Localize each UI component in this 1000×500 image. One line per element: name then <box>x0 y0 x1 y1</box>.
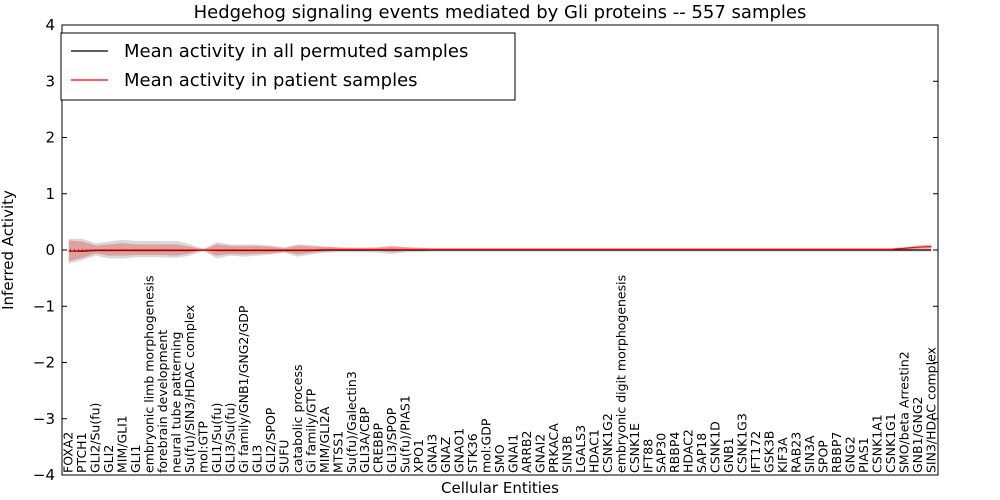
x-tick-label: PIAS1 <box>856 437 871 473</box>
x-tick-label: SAP18 <box>694 433 709 473</box>
x-tick-label: GLI1/Su(fu) <box>209 403 224 473</box>
x-tick-label: SIN3/HDAC complex <box>923 347 938 473</box>
legend-frame <box>60 32 516 101</box>
y-tick-label: −3 <box>33 410 55 428</box>
y-tick-label: 0 <box>45 241 55 259</box>
x-tick-label: SIN3A <box>802 435 817 473</box>
x-tick-label: GLI2/SPOP <box>263 407 278 473</box>
y-tick-label: −2 <box>33 354 55 372</box>
x-tick-label: Su(fu)/PIAS1 <box>398 395 413 473</box>
x-tick-label: MIM/GLI1 <box>115 415 130 473</box>
x-tick-label: GNAI1 <box>505 434 520 473</box>
x-tick-label: SUFU <box>276 440 291 473</box>
bands-layer <box>68 238 932 264</box>
x-tick-label: catabolic process <box>290 364 305 473</box>
x-tick-label: ARRB2 <box>519 431 534 473</box>
legend: Mean activity in all permuted samples Me… <box>60 32 516 101</box>
y-tick-label: −1 <box>33 297 55 315</box>
x-tick-label: RBBP4 <box>667 432 682 473</box>
x-tick-label: GNAZ <box>438 437 453 473</box>
x-tick-label: GNAI2 <box>532 434 547 473</box>
x-tick-label: GLI2 <box>101 445 116 473</box>
legend-label-patient: Mean activity in patient samples <box>124 70 418 91</box>
y-axis-label: Inferred Activity <box>0 190 17 310</box>
x-tick-label: PTCH1 <box>74 432 89 473</box>
x-axis: FOXA2PTCH1GLI2/Su(fu)GLI2MIM/GLI1GLI1emb… <box>61 275 939 473</box>
x-tick-label: HDAC2 <box>681 429 696 473</box>
x-tick-label: GNB1 <box>721 437 736 473</box>
x-tick-label: Gi family/GTP <box>303 388 318 473</box>
x-tick-label: forebrain development <box>155 330 170 473</box>
x-tick-label: mol:GDP <box>479 418 494 473</box>
x-tick-label: Gi family/GNB1/GNG2/GDP <box>236 305 251 473</box>
patient-mean-line <box>68 246 932 252</box>
x-tick-label: GLI3A/CBP <box>357 407 372 473</box>
x-tick-label: CSNK1E <box>627 423 642 473</box>
y-tick-label: 3 <box>45 72 55 90</box>
x-tick-label: SPOP <box>815 440 830 473</box>
x-tick-label: Su(fu)/Galectin3 <box>344 371 359 473</box>
x-tick-label: SIN3B <box>559 436 574 474</box>
x-tick-label: CSNK1D <box>708 421 723 473</box>
y-tick-label: 1 <box>45 185 55 203</box>
x-tick-label: IFT88 <box>640 439 655 473</box>
x-tick-label: IFT172 <box>748 431 763 473</box>
x-tick-label: Su(fu)/SIN3/HDAC complex <box>182 305 197 473</box>
x-tick-label: mol:GTP <box>196 421 211 473</box>
x-tick-label: STK36 <box>465 433 480 473</box>
x-tick-label: SMO <box>492 444 507 473</box>
x-tick-label: neural tube patterning <box>169 332 184 473</box>
permuted-spread-band <box>68 238 932 264</box>
x-tick-label: embryonic digit morphogenesis <box>613 275 628 473</box>
x-axis-label: Cellular Entities <box>441 479 559 497</box>
x-tick-label: GNB1/GNG2 <box>910 397 925 473</box>
x-tick-label: MTSS1 <box>330 431 345 473</box>
x-tick-label: GNAI3 <box>425 434 440 473</box>
x-tick-label: SAP30 <box>654 433 669 473</box>
x-tick-label: HDAC1 <box>586 429 601 473</box>
chart-title: Hedgehog signaling events mediated by Gl… <box>194 2 807 23</box>
x-tick-label: GLI3/SPOP <box>384 407 399 473</box>
legend-label-permuted: Mean activity in all permuted samples <box>124 41 468 62</box>
lines-layer <box>68 246 932 252</box>
x-tick-label: CREBBP <box>371 423 386 473</box>
y-tick-label: 4 <box>45 16 55 34</box>
x-tick-label: embryonic limb morphogenesis <box>142 276 157 473</box>
x-tick-label: CSNK1G2 <box>600 413 615 473</box>
y-axis: 4 3 2 1 0 −1 −2 −3 −4 <box>33 16 938 484</box>
x-tick-label: RBBP7 <box>829 432 844 473</box>
x-tick-label: CSNK1G1 <box>883 413 898 473</box>
x-tick-label: GNG2 <box>842 436 857 473</box>
x-tick-label: GNAO1 <box>452 428 467 473</box>
y-tick-label: −4 <box>33 466 55 484</box>
x-tick-label: MIM/GLI2A <box>317 406 332 473</box>
x-tick-label: SMO/beta Arrestin2 <box>896 351 911 473</box>
x-tick-label: PRKACA <box>546 423 561 473</box>
y-tick-label: 2 <box>45 129 55 147</box>
x-tick-label: GLI3/Su(fu) <box>222 403 237 473</box>
x-tick-label: GLI1 <box>128 445 143 473</box>
x-tick-label: GLI2/Su(fu) <box>88 403 103 473</box>
x-tick-label: CSNK1A1 <box>869 414 884 473</box>
x-tick-label: XPO1 <box>411 439 426 473</box>
x-tick-label: KIF3A <box>775 437 790 473</box>
x-tick-label: GSK3B <box>762 431 777 473</box>
x-tick-label: FOXA2 <box>61 432 76 473</box>
x-tick-label: GLI3 <box>249 445 264 473</box>
x-tick-label: LGALS3 <box>573 425 588 473</box>
x-tick-label: RAB23 <box>788 432 803 473</box>
x-tick-label: CSNK1G3 <box>735 413 750 473</box>
